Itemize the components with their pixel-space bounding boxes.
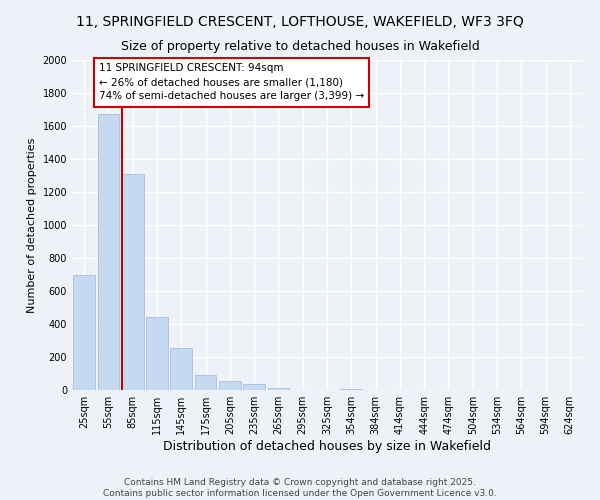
X-axis label: Distribution of detached houses by size in Wakefield: Distribution of detached houses by size … <box>163 440 491 453</box>
Bar <box>170 348 192 390</box>
Bar <box>243 384 265 390</box>
Bar <box>146 318 168 390</box>
Text: Contains HM Land Registry data © Crown copyright and database right 2025.
Contai: Contains HM Land Registry data © Crown c… <box>103 478 497 498</box>
Bar <box>340 389 362 390</box>
Bar <box>268 388 289 390</box>
Bar <box>97 114 119 390</box>
Bar <box>122 174 143 390</box>
Y-axis label: Number of detached properties: Number of detached properties <box>27 138 37 312</box>
Bar <box>219 381 241 390</box>
Text: 11 SPRINGFIELD CRESCENT: 94sqm
← 26% of detached houses are smaller (1,180)
74% : 11 SPRINGFIELD CRESCENT: 94sqm ← 26% of … <box>99 64 364 102</box>
Bar <box>73 274 95 390</box>
Text: Size of property relative to detached houses in Wakefield: Size of property relative to detached ho… <box>121 40 479 53</box>
Bar <box>194 375 217 390</box>
Text: 11, SPRINGFIELD CRESCENT, LOFTHOUSE, WAKEFIELD, WF3 3FQ: 11, SPRINGFIELD CRESCENT, LOFTHOUSE, WAK… <box>76 15 524 29</box>
